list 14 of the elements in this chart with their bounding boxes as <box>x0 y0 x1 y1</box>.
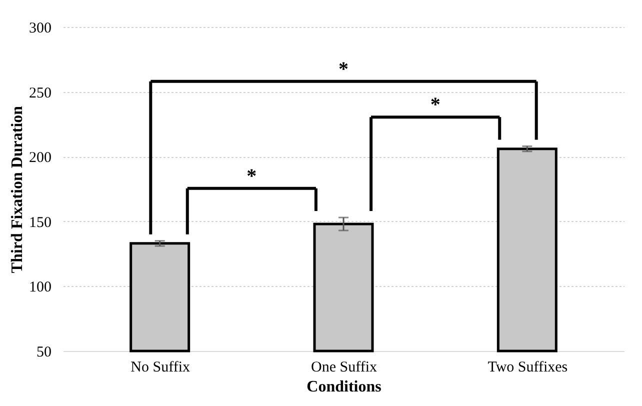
x-tick-label: No Suffix <box>130 360 190 376</box>
annotation: * <box>338 58 348 80</box>
y-tick-label: 50 <box>36 344 52 360</box>
x-tick-label: Two Suffixes <box>488 360 568 376</box>
annotation: * <box>246 165 257 188</box>
y-tick-label: 250 <box>29 85 52 102</box>
y-tick-label: 100 <box>29 280 52 296</box>
y-tick-label: 300 <box>29 20 52 36</box>
x-axis-title: Conditions <box>306 378 382 396</box>
annotation: * <box>430 94 440 116</box>
y-axis-title: Third Fixation Duration <box>9 106 26 274</box>
x-tick-label: One Suffix <box>311 360 378 376</box>
y-tick-label: 200 <box>29 150 52 166</box>
y-tick-label: 150 <box>29 214 52 231</box>
